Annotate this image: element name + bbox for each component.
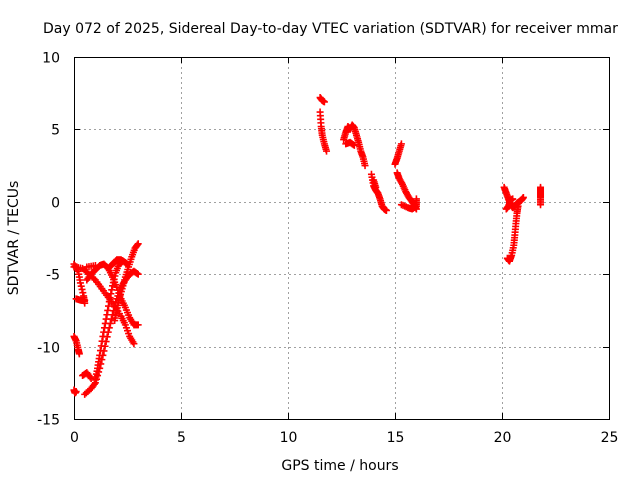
series-1 (316, 94, 331, 155)
y-tick-label: -10 (37, 341, 60, 357)
data-point (72, 387, 80, 395)
data-point (106, 294, 114, 302)
data-point (100, 328, 108, 336)
data-point (130, 340, 138, 348)
grid-lines (74, 57, 609, 419)
x-tick-label: 5 (177, 430, 186, 446)
data-point (76, 279, 84, 287)
data-point (100, 324, 108, 332)
data-point (134, 270, 142, 278)
data-point (96, 347, 104, 355)
x-tick-label: 20 (494, 430, 512, 446)
x-tick-label: 0 (70, 430, 79, 446)
data-points (70, 94, 545, 398)
series-4 (391, 140, 420, 213)
data-point (537, 201, 545, 209)
y-tick-label: -15 (37, 413, 60, 429)
y-tick-label: 5 (51, 123, 60, 139)
data-point (412, 195, 420, 203)
series-2 (340, 121, 369, 170)
data-point (509, 195, 517, 203)
data-point (86, 373, 94, 381)
data-point (87, 374, 95, 382)
data-point (320, 98, 328, 106)
data-point (75, 350, 83, 358)
data-point (105, 298, 113, 306)
x-axis-label: GPS time / hours (281, 458, 398, 474)
data-point (133, 241, 141, 249)
data-point (109, 282, 117, 290)
data-point (519, 193, 527, 201)
data-point (121, 259, 129, 267)
data-point (105, 302, 113, 310)
series-3 (367, 170, 390, 214)
x-tick-label: 15 (387, 430, 405, 446)
data-point (79, 289, 87, 297)
x-tick-label: 25 (601, 430, 619, 446)
data-point (78, 285, 86, 293)
data-point (90, 380, 98, 388)
plot-frame (74, 57, 610, 420)
data-point (97, 342, 105, 350)
data-point (107, 290, 115, 298)
data-point (101, 319, 109, 327)
data-point (102, 315, 110, 323)
chart-title: Day 072 of 2025, Sidereal Day-to-day VTE… (43, 21, 618, 37)
data-point (372, 183, 380, 191)
data-point (99, 332, 107, 340)
data-point (103, 311, 111, 319)
data-point (134, 321, 142, 329)
data-point (323, 147, 331, 155)
y-tick-label: 0 (51, 196, 60, 212)
x-tick-label: 10 (280, 430, 298, 446)
data-point (108, 286, 116, 294)
series-0 (70, 240, 142, 398)
data-point (382, 206, 390, 214)
y-tick-label: -5 (46, 268, 60, 284)
data-point (350, 141, 358, 149)
y-axis-label: SDTVAR / TECUs (6, 181, 22, 296)
data-point (96, 351, 104, 359)
data-point (81, 296, 89, 304)
data-point (514, 202, 522, 210)
data-point (397, 140, 405, 148)
y-tick-label: 10 (42, 51, 60, 67)
data-point (104, 306, 112, 314)
data-point (361, 162, 369, 170)
data-point (134, 240, 142, 248)
data-point (77, 282, 85, 290)
axis-ticks: 0 5 10 15 20 25 10 5 0 -5 -10 -15 (37, 51, 618, 447)
data-point (98, 337, 106, 345)
series-5 (500, 183, 545, 265)
data-point (91, 262, 99, 270)
